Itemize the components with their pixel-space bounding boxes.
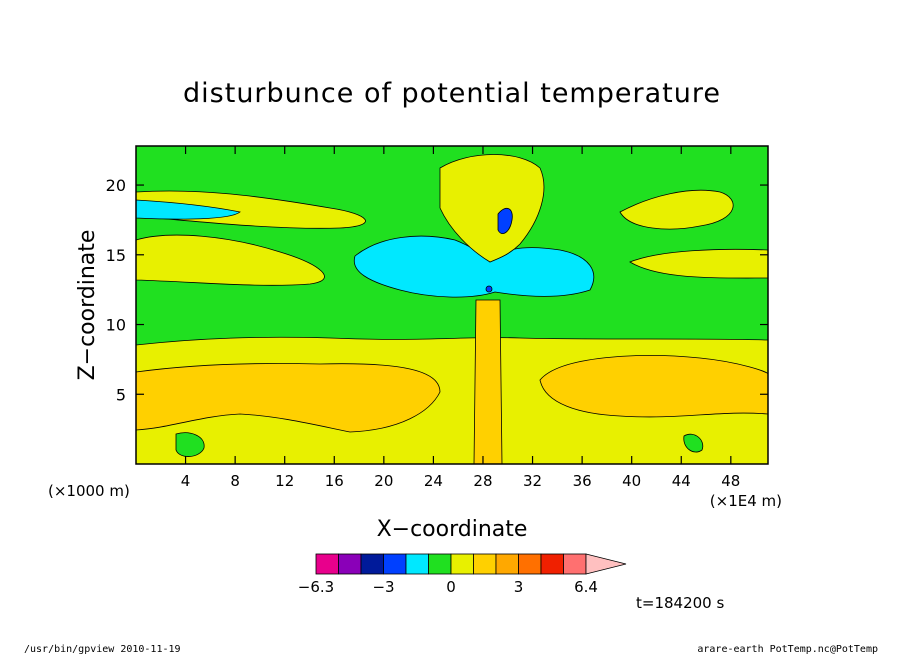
contour-warm-band-left: [136, 363, 441, 433]
x-tick-label: 28: [473, 472, 492, 490]
y-unit-label: (×1000 m): [48, 482, 130, 500]
time-label: t=184200 s: [636, 594, 724, 612]
colorbar-swatch: [360, 553, 384, 575]
contour-blue-dot: [485, 285, 493, 293]
colorbar-swatch: [518, 553, 542, 575]
x-tick-label: 48: [721, 472, 740, 490]
x-axis-label: X−coordinate: [377, 517, 528, 542]
contour-upper-band-left: [136, 234, 325, 286]
contour-upper-band-right: [619, 189, 734, 230]
colorbar-swatch: [383, 553, 407, 575]
x-tick-label: 44: [672, 472, 691, 490]
colorbar: −6.3 −3 0 3 6.4: [298, 553, 627, 596]
x-tick-label: 16: [325, 472, 344, 490]
y-tick-label: 10: [106, 316, 126, 335]
colorbar-swatch: [563, 553, 587, 575]
x-tick-label: 24: [424, 472, 443, 490]
x-unit-label: (×1E4 m): [710, 492, 782, 510]
x-axis: 4 8 12 16 20 24 28 32 36 40 44 48: [181, 146, 740, 490]
contour-plume: [439, 154, 545, 263]
colorbar-swatch: [473, 553, 497, 575]
colorbar-tick-label: −3: [372, 578, 394, 596]
chart-title: disturbunce of potential temperature: [183, 78, 721, 109]
colorbar-swatch: [450, 553, 474, 575]
y-tick-label: 20: [106, 176, 126, 195]
y-tick-label: 15: [106, 246, 126, 265]
footer-source: arare-earth_PotTemp.nc@PotTemp: [697, 644, 878, 654]
colorbar-swatch: [315, 553, 339, 575]
contour-negative-left: [136, 199, 241, 220]
contour-plume-core: [497, 207, 513, 234]
contour-column: [473, 299, 503, 464]
x-tick-label: 36: [573, 472, 592, 490]
y-axis-label: Z−coordinate: [75, 230, 100, 381]
colorbar-tick-label: 3: [514, 578, 524, 596]
y-tick-label: 5: [116, 385, 126, 404]
x-tick-label: 8: [230, 472, 240, 490]
colorbar-swatch: [428, 553, 452, 575]
colorbar-tick-label: −6.3: [298, 578, 334, 596]
colorbar-arrow: [585, 553, 627, 575]
x-tick-label: 20: [374, 472, 393, 490]
colorbar-swatch: [540, 553, 564, 575]
colorbar-swatch: [495, 553, 519, 575]
x-tick-label: 12: [275, 472, 294, 490]
x-tick-label: 4: [181, 472, 191, 490]
footer-program: /usr/bin/gpview 2010-11-19: [24, 644, 181, 654]
plot-area: [135, 145, 769, 465]
colorbar-tick-label: 0: [446, 578, 456, 596]
y-axis: 5 10 15 20: [106, 176, 768, 404]
x-tick-label: 32: [523, 472, 542, 490]
contour-negative-mid: [353, 235, 595, 298]
colorbar-swatch: [405, 553, 429, 575]
plot-frame: [135, 145, 769, 465]
x-tick-label: 40: [622, 472, 641, 490]
contour-bottom-left-cell: [175, 432, 205, 457]
contour-warm-band-right: [539, 355, 768, 418]
contour-bottom-right-cell: [683, 433, 704, 453]
colorbar-tick-label: 6.4: [574, 578, 598, 596]
contour-upper-band-right2: [629, 248, 768, 279]
colorbar-swatch: [338, 553, 362, 575]
